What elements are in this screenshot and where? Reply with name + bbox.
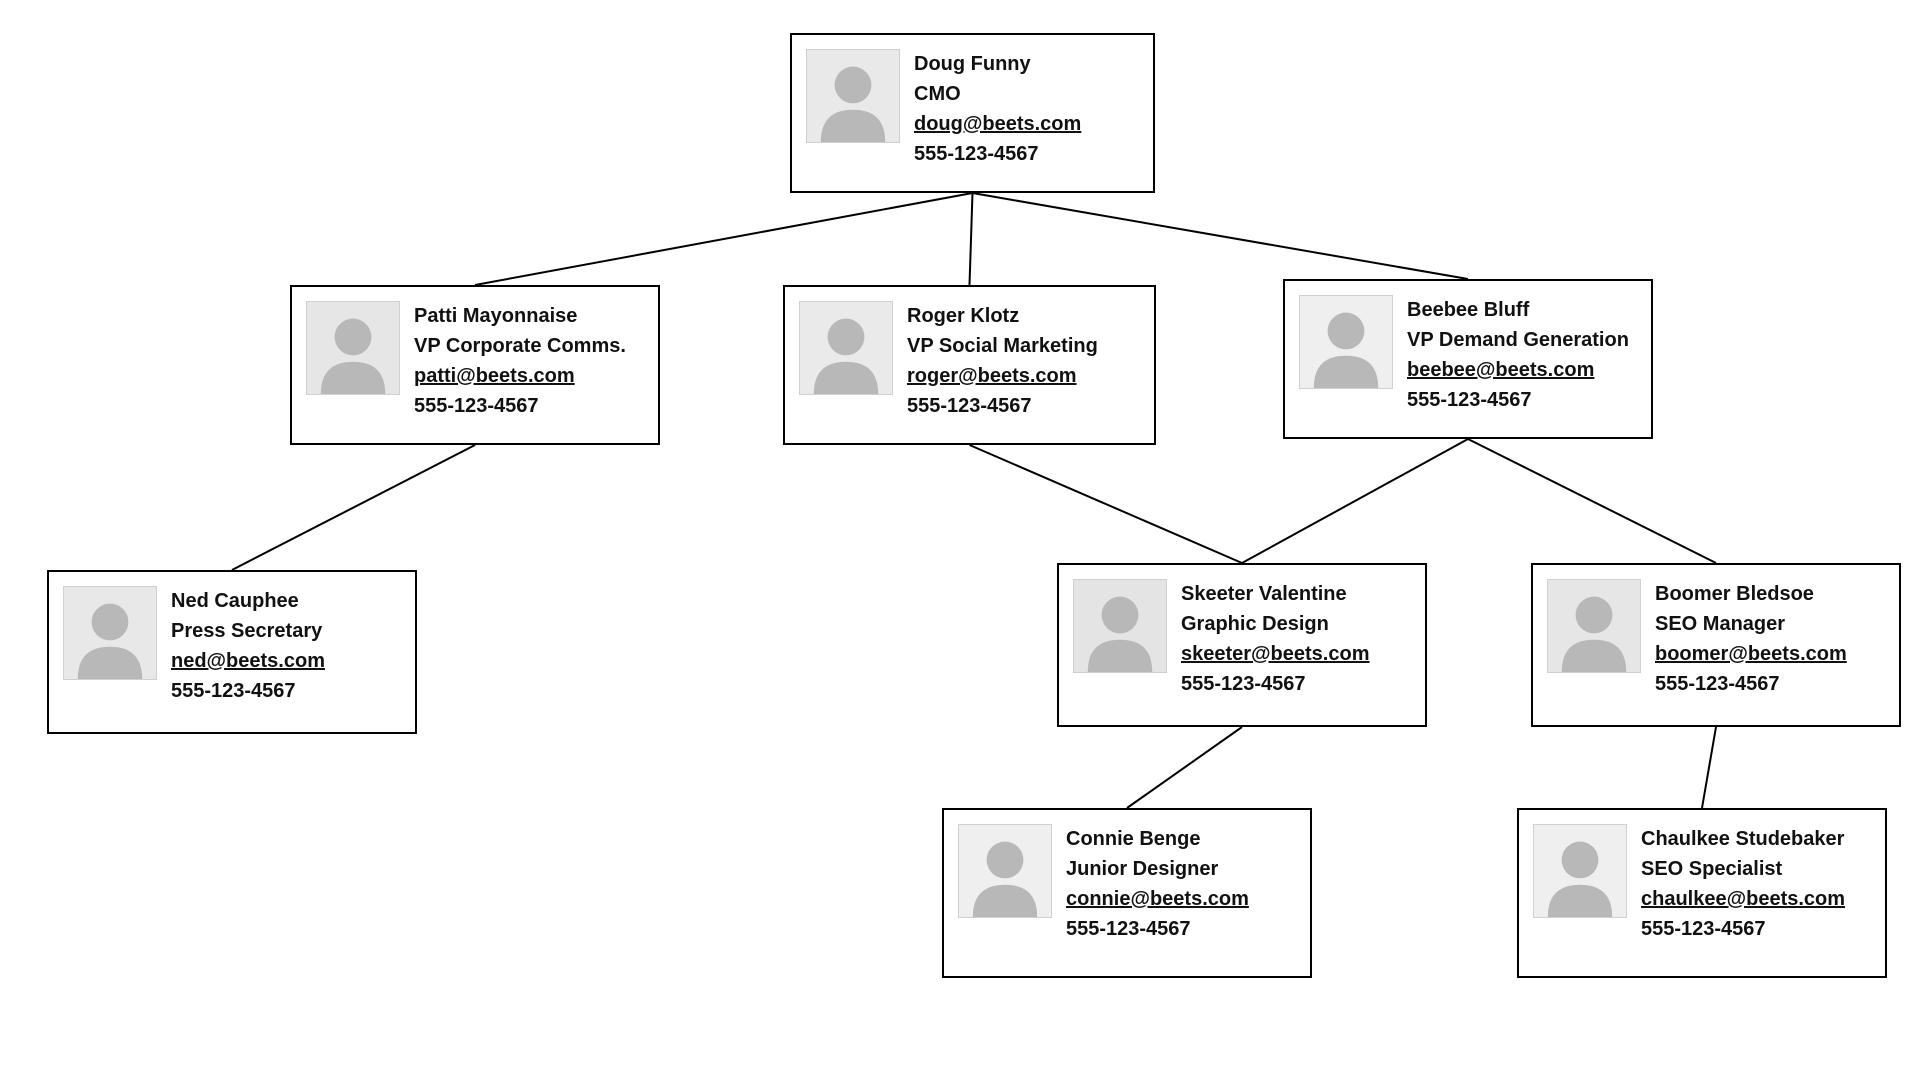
person-phone: 555-123-4567 [907,391,1140,421]
avatar [63,586,157,680]
avatar [806,49,900,143]
person-email[interactable]: chaulkee@beets.com [1641,884,1871,914]
person-email[interactable]: boomer@beets.com [1655,639,1885,669]
org-node-info: Ned CaupheePress Secretaryned@beets.com5… [171,586,401,706]
person-name: Connie Benge [1066,824,1296,854]
org-edge [970,193,973,285]
org-node-ned: Ned CaupheePress Secretaryned@beets.com5… [47,570,417,734]
person-name: Boomer Bledsoe [1655,579,1885,609]
org-node-info: Beebee BluffVP Demand Generationbeebee@b… [1407,295,1637,415]
person-title: VP Demand Generation [1407,325,1637,355]
org-edge [475,193,973,285]
person-title: Graphic Design [1181,609,1411,639]
org-node-info: Patti MayonnaiseVP Corporate Comms.patti… [414,301,644,421]
person-phone: 555-123-4567 [171,676,401,706]
org-chart-stage: Doug FunnyCMOdoug@beets.com555-123-4567 … [0,0,1920,1080]
person-phone: 555-123-4567 [1641,914,1871,944]
person-title: VP Social Marketing [907,331,1140,361]
org-edge [970,445,1243,563]
org-node-info: Boomer BledsoeSEO Managerboomer@beets.co… [1655,579,1885,699]
org-node-info: Doug FunnyCMOdoug@beets.com555-123-4567 [914,49,1139,169]
person-phone: 555-123-4567 [1655,669,1885,699]
person-phone: 555-123-4567 [914,139,1139,169]
avatar [1547,579,1641,673]
person-email[interactable]: skeeter@beets.com [1181,639,1411,669]
org-node-roger: Roger KlotzVP Social Marketingroger@beet… [783,285,1156,445]
org-node-beebee: Beebee BluffVP Demand Generationbeebee@b… [1283,279,1653,439]
person-name: Roger Klotz [907,301,1140,331]
person-phone: 555-123-4567 [414,391,644,421]
person-title: Junior Designer [1066,854,1296,884]
org-edge [973,193,1469,279]
org-node-info: Roger KlotzVP Social Marketingroger@beet… [907,301,1140,421]
person-phone: 555-123-4567 [1407,385,1637,415]
org-node-doug: Doug FunnyCMOdoug@beets.com555-123-4567 [790,33,1155,193]
person-email[interactable]: patti@beets.com [414,361,644,391]
org-node-info: Connie BengeJunior Designerconnie@beets.… [1066,824,1296,944]
org-node-connie: Connie BengeJunior Designerconnie@beets.… [942,808,1312,978]
org-node-patti: Patti MayonnaiseVP Corporate Comms.patti… [290,285,660,445]
person-phone: 555-123-4567 [1066,914,1296,944]
avatar [1299,295,1393,389]
person-email[interactable]: ned@beets.com [171,646,401,676]
person-email[interactable]: connie@beets.com [1066,884,1296,914]
org-node-info: Chaulkee StudebakerSEO Specialistchaulke… [1641,824,1871,944]
org-edge [232,445,475,570]
person-name: Patti Mayonnaise [414,301,644,331]
person-title: VP Corporate Comms. [414,331,644,361]
person-email[interactable]: doug@beets.com [914,109,1139,139]
org-node-chaulkee: Chaulkee StudebakerSEO Specialistchaulke… [1517,808,1887,978]
person-title: SEO Specialist [1641,854,1871,884]
person-name: Chaulkee Studebaker [1641,824,1871,854]
avatar [1533,824,1627,918]
org-edge [1242,439,1468,563]
org-edge [1468,439,1716,563]
person-phone: 555-123-4567 [1181,669,1411,699]
person-name: Ned Cauphee [171,586,401,616]
person-title: SEO Manager [1655,609,1885,639]
avatar [958,824,1052,918]
avatar [1073,579,1167,673]
org-node-boomer: Boomer BledsoeSEO Managerboomer@beets.co… [1531,563,1901,727]
person-title: CMO [914,79,1139,109]
org-edge [1127,727,1242,808]
person-name: Beebee Bluff [1407,295,1637,325]
org-node-skeeter: Skeeter ValentineGraphic Designskeeter@b… [1057,563,1427,727]
person-email[interactable]: beebee@beets.com [1407,355,1637,385]
person-name: Doug Funny [914,49,1139,79]
avatar [799,301,893,395]
person-title: Press Secretary [171,616,401,646]
person-email[interactable]: roger@beets.com [907,361,1140,391]
org-node-info: Skeeter ValentineGraphic Designskeeter@b… [1181,579,1411,699]
avatar [306,301,400,395]
org-edge [1702,727,1716,808]
person-name: Skeeter Valentine [1181,579,1411,609]
